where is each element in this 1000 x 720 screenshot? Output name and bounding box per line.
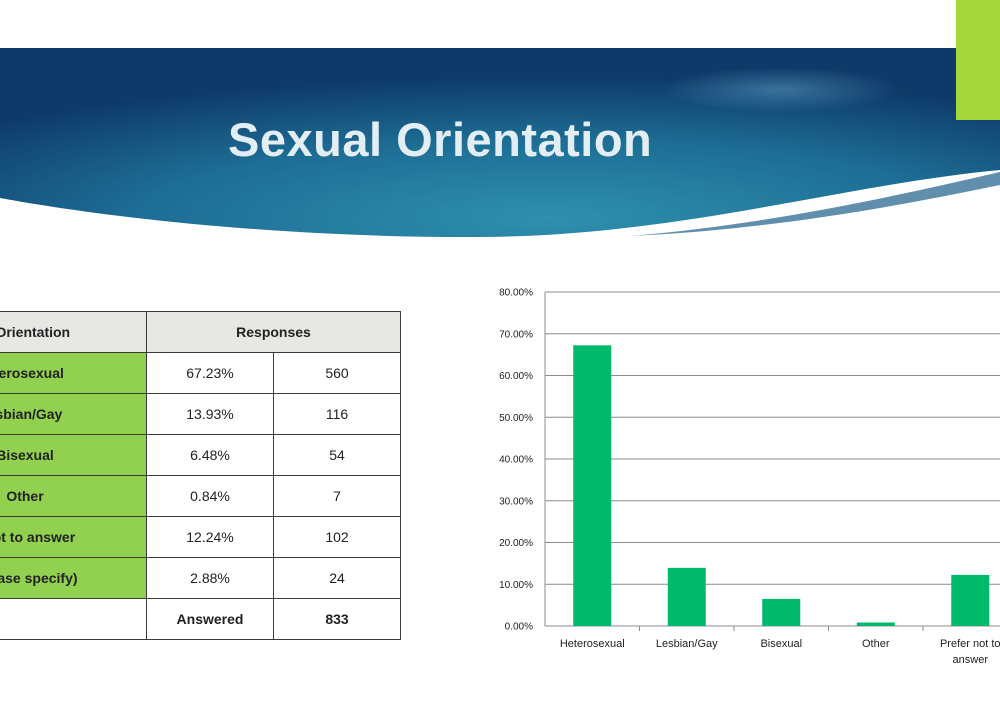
table-header-responses: Responses — [146, 311, 401, 353]
x-tick-label: Heterosexual — [560, 638, 625, 650]
y-tick-label: 20.00% — [499, 538, 533, 549]
bar — [667, 567, 706, 626]
row-label: (please specify) — [0, 557, 147, 599]
row-count: 24 — [273, 557, 401, 599]
y-tick-label: 50.00% — [499, 413, 533, 424]
table-row: esbian/Gay 13.93% 116 — [0, 393, 401, 435]
row-percent: 12.24% — [146, 516, 274, 558]
table-header-row: al Orientation Responses — [0, 311, 401, 353]
row-count: 560 — [273, 352, 401, 394]
row-count: 54 — [273, 434, 401, 476]
table-header-category: al Orientation — [0, 311, 147, 353]
y-tick-label: 0.00% — [505, 622, 533, 633]
row-count: 102 — [273, 516, 401, 558]
x-tick-label: Lesbian/Gay — [656, 638, 718, 650]
y-tick-label: 30.00% — [499, 496, 533, 507]
bar — [573, 345, 612, 626]
row-count: 116 — [273, 393, 401, 435]
row-percent: 6.48% — [146, 434, 274, 476]
row-label: r not to answer — [0, 516, 147, 558]
table-row: eterosexual 67.23% 560 — [0, 352, 401, 394]
row-label: esbian/Gay — [0, 393, 147, 435]
answered-total: 833 — [273, 598, 401, 640]
y-tick-label: 70.00% — [499, 329, 533, 340]
table-row: r not to answer 12.24% 102 — [0, 516, 401, 558]
footer-blank-cell — [0, 598, 147, 640]
x-tick-label: answer — [953, 654, 989, 666]
row-percent: 13.93% — [146, 393, 274, 435]
row-label: Bisexual — [0, 434, 147, 476]
bar — [951, 574, 990, 626]
bar — [856, 622, 895, 626]
table-footer-row: Answered 833 — [0, 598, 401, 640]
x-tick-label: Bisexual — [760, 638, 802, 650]
bar-chart: 0.00% 10.00% 20.00% 30.00% 40.00% 50.00% 60.00… — [499, 288, 1000, 666]
x-tick-label: Other — [862, 638, 890, 650]
row-label: eterosexual — [0, 352, 147, 394]
title-banner — [0, 48, 1000, 238]
row-percent: 67.23% — [146, 352, 274, 394]
row-percent: 0.84% — [146, 475, 274, 517]
slide-title: Sexual Orientation — [228, 113, 653, 166]
row-label: Other — [0, 475, 147, 517]
y-tick-label: 40.00% — [499, 455, 533, 466]
bar — [762, 598, 801, 626]
x-tick-label: Prefer not to — [940, 638, 1000, 650]
y-tick-label: 60.00% — [499, 371, 533, 382]
y-tick-label: 80.00% — [499, 288, 533, 299]
table-row: Other 0.84% 7 — [0, 475, 401, 517]
responses-table: al Orientation Responses eterosexual 67.… — [0, 311, 404, 643]
table-row: Bisexual 6.48% 54 — [0, 434, 401, 476]
answered-label: Answered — [146, 598, 274, 640]
accent-bar — [956, 0, 1000, 120]
y-tick-label: 10.00% — [499, 580, 533, 591]
row-percent: 2.88% — [146, 557, 274, 599]
row-count: 7 — [273, 475, 401, 517]
table-row: (please specify) 2.88% 24 — [0, 557, 401, 599]
